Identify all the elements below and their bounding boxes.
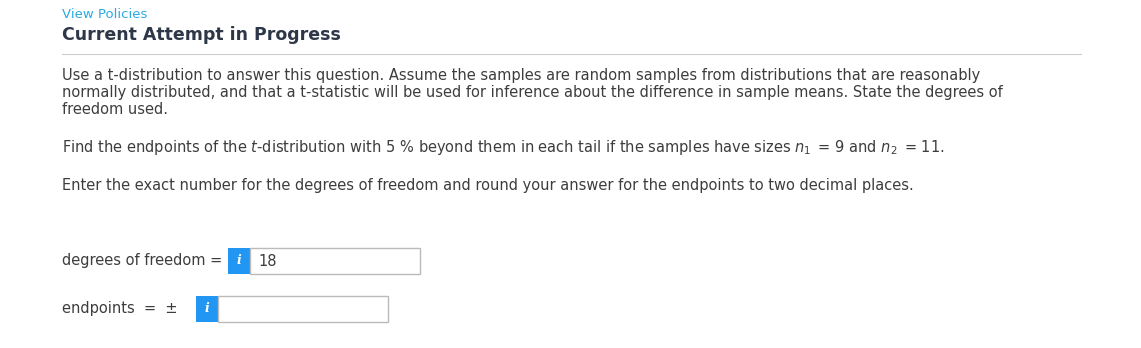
Text: i: i: [204, 302, 210, 316]
FancyBboxPatch shape: [218, 296, 388, 322]
FancyBboxPatch shape: [196, 296, 218, 322]
Text: endpoints  =  ±: endpoints = ±: [62, 301, 178, 316]
FancyBboxPatch shape: [228, 248, 250, 274]
FancyBboxPatch shape: [250, 248, 420, 274]
Text: Find the endpoints of the $t$-distribution with 5 % beyond them in each tail if : Find the endpoints of the $t$-distributi…: [62, 138, 945, 157]
Text: Current Attempt in Progress: Current Attempt in Progress: [62, 26, 341, 44]
Text: Use a t-distribution to answer this question. Assume the samples are random samp: Use a t-distribution to answer this ques…: [62, 68, 980, 83]
Text: View Policies: View Policies: [62, 8, 147, 21]
Text: normally distributed, and that a t-statistic will be used for inference about th: normally distributed, and that a t-stati…: [62, 85, 1003, 100]
Text: i: i: [236, 254, 242, 268]
Text: degrees of freedom =: degrees of freedom =: [62, 253, 227, 269]
Text: freedom used.: freedom used.: [62, 102, 168, 117]
Text: Enter the exact number for the degrees of freedom and round your answer for the : Enter the exact number for the degrees o…: [62, 178, 914, 193]
Text: 18: 18: [258, 253, 276, 269]
